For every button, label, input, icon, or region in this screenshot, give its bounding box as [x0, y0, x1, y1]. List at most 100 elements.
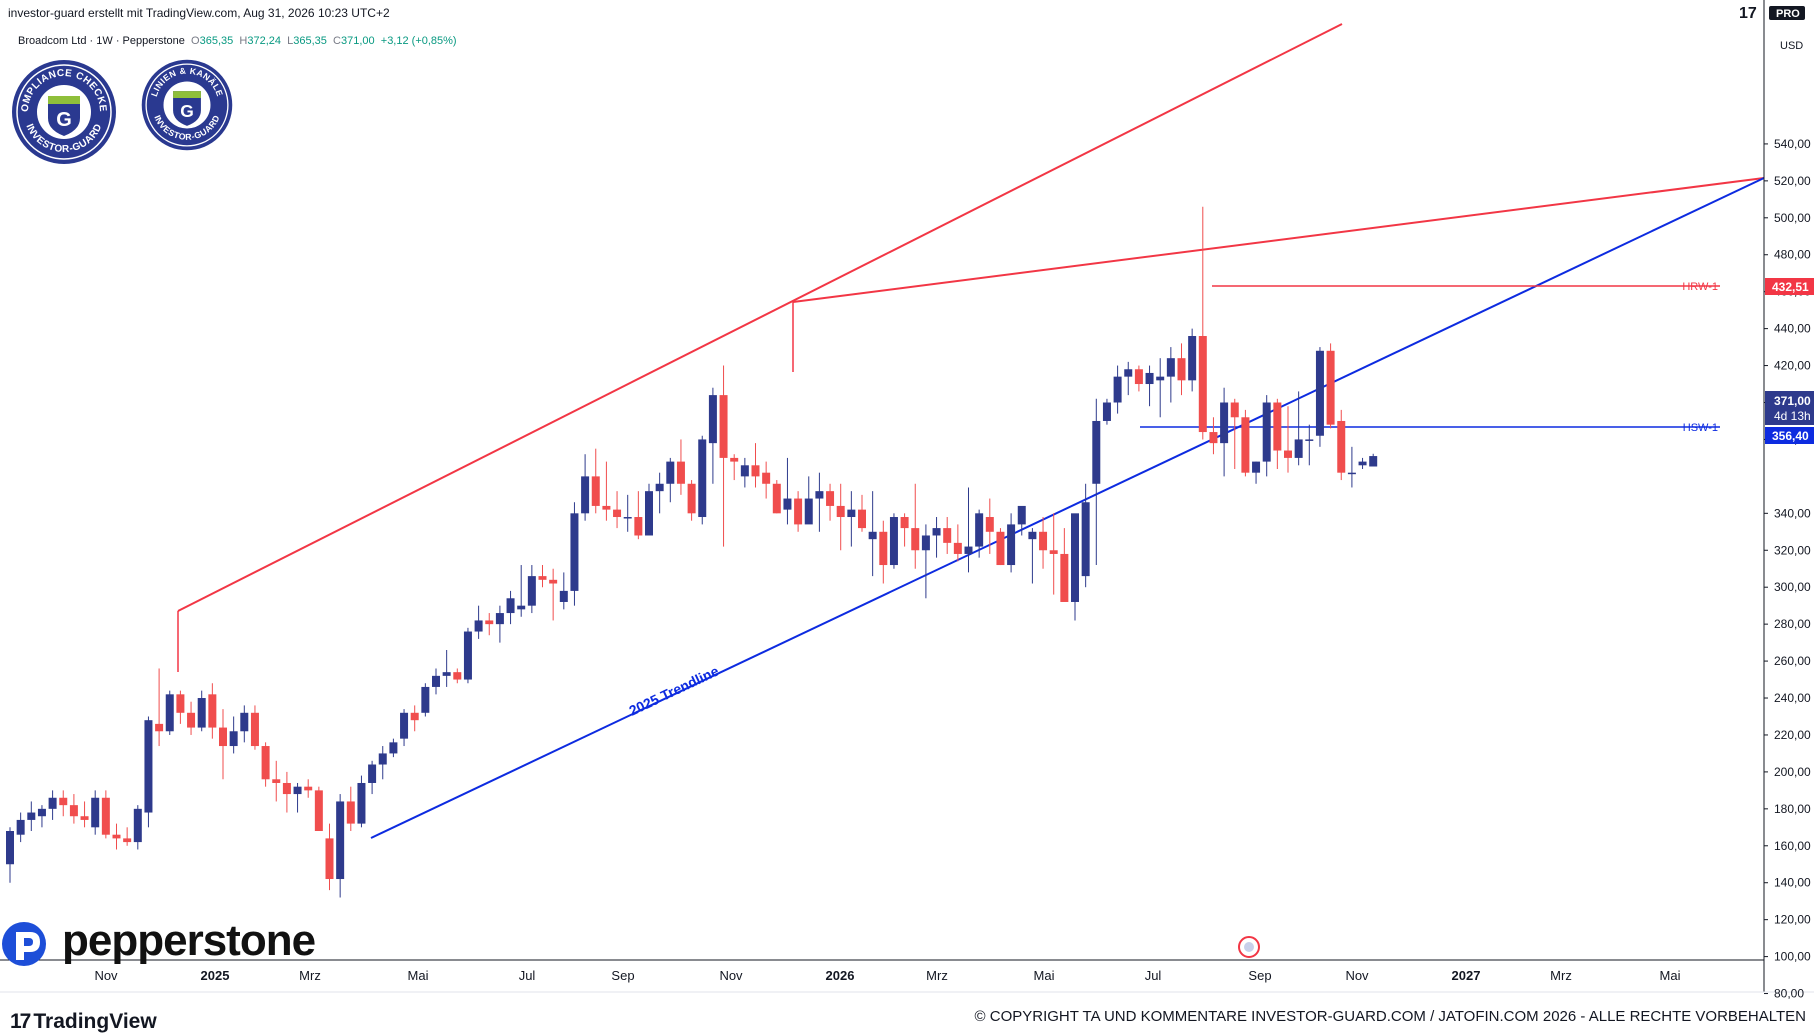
resistance-trendline[interactable]	[792, 177, 1765, 303]
candle[interactable]	[59, 790, 68, 817]
candle[interactable]	[591, 448, 600, 514]
candle[interactable]	[730, 454, 739, 481]
candle[interactable]	[1113, 365, 1122, 414]
candle[interactable]	[1134, 365, 1143, 392]
candle[interactable]	[527, 565, 536, 614]
candle[interactable]	[943, 517, 952, 554]
candle[interactable]	[1081, 483, 1090, 588]
candle[interactable]	[1188, 328, 1197, 392]
candle[interactable]	[698, 435, 707, 525]
candle[interactable]	[1252, 461, 1261, 484]
candle[interactable]	[176, 690, 185, 724]
candle[interactable]	[389, 738, 398, 758]
candle[interactable]	[368, 760, 377, 795]
candle[interactable]	[314, 786, 323, 832]
candle[interactable]	[1241, 409, 1250, 477]
candle[interactable]	[1369, 453, 1378, 467]
candle[interactable]	[645, 483, 653, 536]
candle[interactable]	[187, 701, 196, 735]
candle[interactable]	[1145, 365, 1154, 407]
candle[interactable]	[1071, 513, 1079, 621]
candle[interactable]	[953, 524, 962, 562]
candle[interactable]	[879, 520, 888, 584]
candle[interactable]	[1326, 343, 1335, 429]
candle[interactable]	[676, 439, 685, 495]
candle[interactable]	[581, 454, 590, 521]
candle[interactable]	[240, 705, 249, 743]
candle[interactable]	[868, 491, 877, 577]
candle[interactable]	[1358, 457, 1367, 469]
candle[interactable]	[634, 491, 643, 540]
candle[interactable]	[740, 457, 749, 488]
candle[interactable]	[655, 472, 664, 514]
candle[interactable]	[975, 509, 984, 558]
candle[interactable]	[495, 605, 504, 643]
candle[interactable]	[133, 805, 142, 850]
candle[interactable]	[1230, 398, 1239, 469]
candle[interactable]	[1049, 513, 1058, 595]
candle[interactable]	[932, 517, 941, 558]
candle[interactable]	[858, 494, 866, 532]
candle[interactable]	[250, 705, 259, 750]
candle[interactable]	[783, 457, 792, 525]
candle[interactable]	[144, 716, 153, 828]
candle[interactable]	[474, 605, 483, 639]
candle[interactable]	[623, 494, 632, 532]
candle[interactable]	[155, 668, 164, 747]
candle[interactable]	[708, 387, 717, 484]
candle[interactable]	[261, 742, 270, 787]
candle[interactable]	[1294, 391, 1303, 466]
candle[interactable]	[549, 568, 558, 621]
candle[interactable]	[1209, 417, 1218, 455]
candle[interactable]	[847, 491, 856, 547]
candle[interactable]	[1337, 409, 1346, 481]
candle[interactable]	[336, 794, 345, 898]
candle[interactable]	[570, 502, 579, 606]
candle[interactable]	[538, 565, 547, 588]
candle[interactable]	[1305, 424, 1314, 466]
candle[interactable]	[666, 457, 675, 503]
candle[interactable]	[996, 528, 1005, 566]
candle[interactable]	[911, 483, 920, 569]
candle[interactable]	[1124, 361, 1133, 396]
candle[interactable]	[1007, 513, 1016, 573]
candle[interactable]	[48, 790, 57, 820]
candle[interactable]	[421, 683, 430, 717]
candle[interactable]	[80, 801, 89, 828]
candle[interactable]	[1284, 406, 1292, 473]
candle[interactable]	[304, 779, 313, 798]
candle[interactable]	[1017, 505, 1026, 536]
candle[interactable]	[37, 805, 46, 828]
candle[interactable]	[453, 668, 462, 684]
candle[interactable]	[602, 461, 611, 521]
candle[interactable]	[921, 524, 930, 599]
candle[interactable]	[485, 613, 494, 636]
candle[interactable]	[1102, 398, 1111, 425]
candle[interactable]	[826, 483, 835, 521]
candle[interactable]	[506, 590, 515, 625]
candle[interactable]	[272, 760, 281, 802]
candle[interactable]	[378, 746, 387, 780]
candle[interactable]	[293, 782, 302, 813]
candle[interactable]	[1060, 528, 1069, 602]
candle[interactable]	[517, 565, 526, 617]
candle[interactable]	[794, 491, 803, 532]
candle[interactable]	[1262, 395, 1271, 477]
candle[interactable]	[762, 461, 771, 499]
candle[interactable]	[325, 823, 334, 891]
candle[interactable]	[1177, 343, 1186, 396]
candle[interactable]	[613, 491, 622, 529]
candle[interactable]	[815, 472, 824, 532]
candle[interactable]	[410, 705, 419, 732]
candle[interactable]	[836, 483, 845, 551]
candle[interactable]	[229, 716, 238, 754]
candle[interactable]	[804, 476, 813, 525]
candle[interactable]	[1273, 398, 1282, 469]
candle[interactable]	[1198, 206, 1207, 440]
candle[interactable]	[16, 812, 25, 843]
candle[interactable]	[346, 786, 355, 832]
candle[interactable]	[27, 801, 36, 832]
candle[interactable]	[964, 487, 973, 573]
candle[interactable]	[463, 627, 472, 684]
